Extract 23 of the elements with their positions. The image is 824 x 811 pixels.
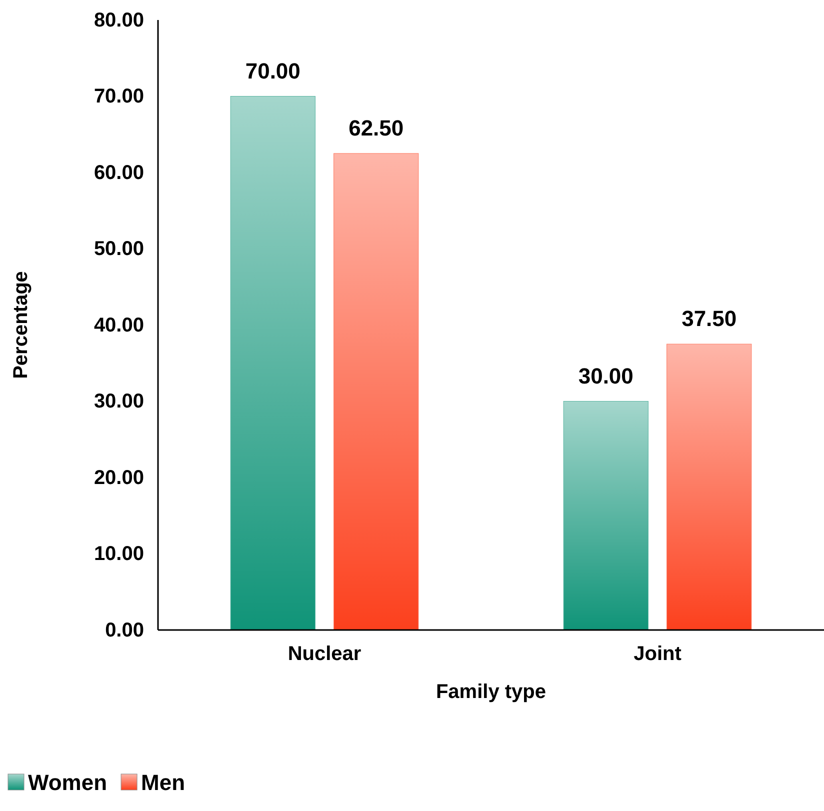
data-label: 62.50 bbox=[348, 115, 404, 140]
y-tick-label: 0.00 bbox=[105, 619, 144, 642]
y-tick-label: 30.00 bbox=[94, 390, 144, 413]
bar bbox=[666, 344, 752, 630]
legend-label: Women bbox=[28, 770, 108, 795]
bar bbox=[230, 96, 316, 630]
data-label: 37.50 bbox=[682, 306, 737, 332]
y-tick-label: 70.00 bbox=[94, 86, 144, 108]
bar bbox=[334, 153, 419, 630]
data-label: 30.00 bbox=[578, 363, 634, 388]
y-tick-label: 10.00 bbox=[94, 543, 144, 566]
x-axis-title: Family type bbox=[436, 681, 546, 703]
y-tick-label: 50.00 bbox=[94, 238, 144, 260]
x-tick-label: Nuclear bbox=[288, 643, 362, 666]
y-tick-label: 80.00 bbox=[94, 9, 144, 32]
bar bbox=[563, 401, 648, 630]
legend-label: Men bbox=[141, 770, 186, 795]
data-label: 70.00 bbox=[245, 58, 300, 84]
y-tick-label: 40.00 bbox=[94, 314, 144, 336]
x-tick-label: Joint bbox=[634, 643, 682, 666]
y-tick-label: 60.00 bbox=[94, 162, 144, 184]
y-axis-title: Percentage bbox=[10, 271, 32, 379]
y-tick-label: 20.00 bbox=[94, 466, 144, 489]
